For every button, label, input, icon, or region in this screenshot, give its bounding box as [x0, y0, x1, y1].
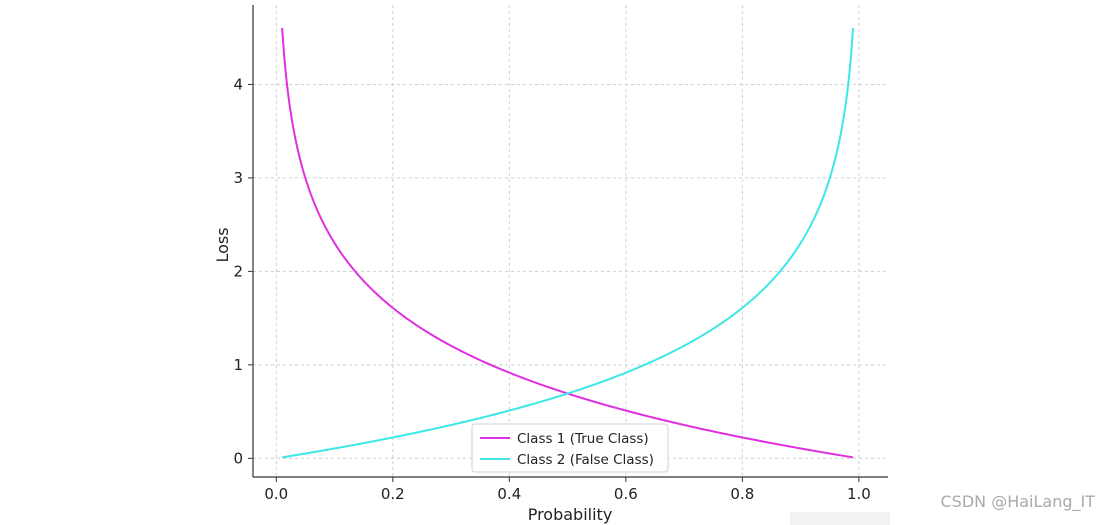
- x-tick-label: 1.0: [847, 485, 871, 503]
- right-margin: [897, 0, 1101, 525]
- left-margin: [0, 0, 205, 525]
- y-tick-label: 3: [233, 169, 243, 187]
- x-tick-label: 0.6: [614, 485, 638, 503]
- legend-box: [471, 423, 669, 473]
- x-tick-label: 0.8: [730, 485, 754, 503]
- y-tick-label: 0: [233, 449, 243, 467]
- grid-lines: [253, 5, 888, 477]
- y-axis-label: Loss: [213, 227, 232, 262]
- legend-label: Class 2 (False Class): [517, 452, 654, 468]
- tick-labels: 0.0 0.2 0.4 0.6 0.8 1.0 0 1 2 3 4: [233, 75, 870, 503]
- legend: Class 1 (True Class) Class 2 (False Class…: [471, 423, 669, 473]
- y-tick-label: 4: [233, 75, 243, 93]
- y-tick-label: 2: [233, 262, 243, 280]
- x-axis-label: Probability: [528, 505, 613, 524]
- legend-label: Class 1 (True Class): [517, 431, 649, 447]
- bottom-strip: [790, 512, 890, 525]
- axes: [248, 5, 888, 482]
- watermark-text: CSDN @HaiLang_IT: [940, 492, 1096, 511]
- x-tick-label: 0.0: [264, 485, 288, 503]
- x-tick-label: 0.2: [381, 485, 405, 503]
- series-lines: [281, 27, 855, 459]
- series-line-2: [281, 27, 855, 459]
- y-tick-label: 1: [233, 356, 243, 374]
- x-tick-label: 0.4: [497, 485, 521, 503]
